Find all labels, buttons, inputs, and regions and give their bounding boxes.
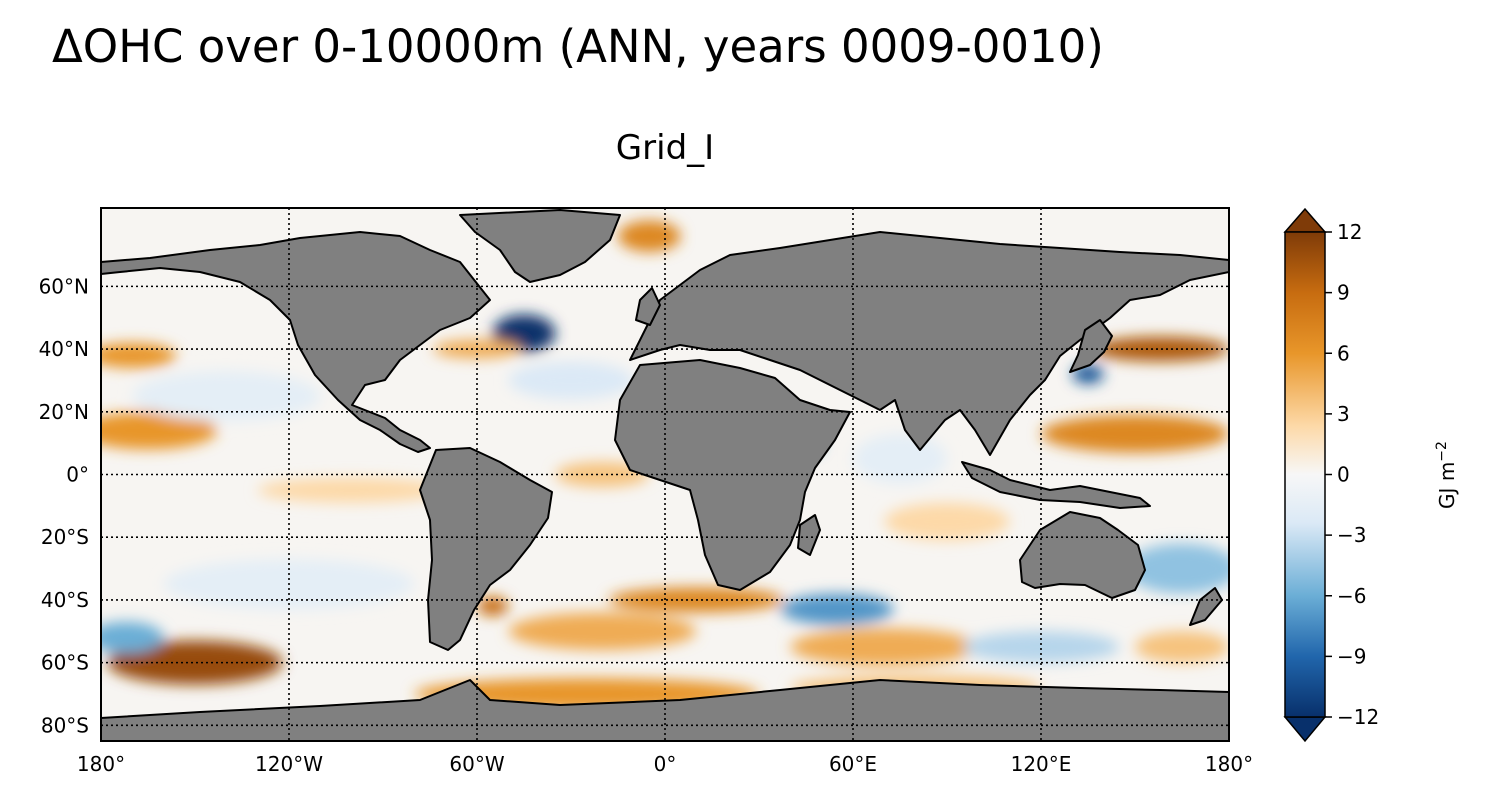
land-british-isles xyxy=(635,287,661,326)
land-new-zealand xyxy=(1189,587,1223,626)
anomaly-blob xyxy=(101,411,217,450)
lat-tick-label: 80°S xyxy=(41,713,89,737)
colorbar-tick-label: 9 xyxy=(1337,281,1350,305)
lat-tick-label: 40°S xyxy=(41,588,89,612)
longitude-axis: 180° 120°W 60°W 0° 60°E 120°E 180° xyxy=(77,752,1253,776)
land-madagascar xyxy=(797,514,821,556)
anomaly-blob xyxy=(780,593,894,625)
anomaly-blob xyxy=(132,371,321,422)
lat-tick-label: 60°S xyxy=(41,651,89,675)
anomaly-blob xyxy=(618,220,681,252)
map-panel: 180° 120°W 60°W 0° 60°E 120°E 180° 60°N 40°N 20°… xyxy=(39,207,1253,776)
colorbar-ticks: 12 9 6 3 0 −3 −6 −9 −12 xyxy=(1325,220,1379,729)
gridlines xyxy=(101,208,1229,741)
anomaly-blob xyxy=(101,621,164,654)
anomaly-blob xyxy=(257,477,446,503)
anomaly-blob xyxy=(1135,631,1229,663)
anomaly-blob xyxy=(477,596,509,616)
land-japan xyxy=(1069,319,1113,373)
lon-tick-label: 180° xyxy=(1205,752,1253,776)
lon-tick-label: 180° xyxy=(77,752,125,776)
land-australia xyxy=(1019,511,1146,599)
lon-tick-label: 120°W xyxy=(255,752,323,776)
lon-tick-label: 60°E xyxy=(829,752,877,776)
anomaly-blob xyxy=(853,433,947,484)
anomaly-blob xyxy=(508,361,634,400)
colorbar-tick-label: 6 xyxy=(1337,341,1350,365)
colorbar-label: GJ m−2 xyxy=(1434,441,1459,509)
anomaly-blob xyxy=(1041,414,1229,453)
colorbar-tick-label: −3 xyxy=(1337,523,1366,547)
colorbar-extend-min xyxy=(1283,716,1327,743)
lon-tick-label: 0° xyxy=(654,752,677,776)
anomaly-blob xyxy=(107,640,283,685)
ohc-anomaly-field xyxy=(101,220,1229,710)
colorbar-tick-label: −12 xyxy=(1337,705,1379,729)
lat-tick-label: 0° xyxy=(66,463,89,487)
land-greenland xyxy=(459,209,621,283)
colorbar-tick-label: 0 xyxy=(1337,463,1350,487)
lat-tick-label: 40°N xyxy=(39,337,89,361)
anomaly-blob xyxy=(1125,543,1229,594)
anomaly-blob xyxy=(508,612,697,651)
colorbar-label-units: GJ m xyxy=(1435,462,1459,509)
figure-suptitle: ΔOHC over 0-10000m (ANN, years 0009-0010… xyxy=(52,20,1104,73)
colorbar: 12 9 6 3 0 −3 −6 −9 −12 GJ m−2 xyxy=(1283,207,1459,743)
colorbar-tick-label: 3 xyxy=(1337,402,1350,426)
anomaly-blob xyxy=(1091,336,1229,362)
lon-tick-label: 120°E xyxy=(1011,752,1072,776)
colorbar-tick-label: 12 xyxy=(1337,220,1362,244)
anomaly-blob xyxy=(790,628,979,666)
land-maritime-continent xyxy=(961,461,1151,509)
land-eurasia xyxy=(629,231,1229,456)
colorbar-body xyxy=(1284,231,1326,718)
anomaly-blob xyxy=(962,631,1120,663)
colorbar-tick-label: −9 xyxy=(1337,644,1366,668)
latitude-axis: 60°N 40°N 20°N 0° 20°S 40°S 60°S 80°S xyxy=(39,274,89,737)
anomaly-blob xyxy=(884,502,1010,541)
map-frame xyxy=(100,207,1230,742)
colorbar-tick-label: −6 xyxy=(1337,584,1366,608)
lat-tick-label: 20°S xyxy=(41,525,89,549)
land-south-america xyxy=(419,447,553,651)
lat-tick-label: 20°N xyxy=(39,400,89,424)
colorbar-extend-max xyxy=(1283,207,1327,233)
lat-tick-label: 60°N xyxy=(39,274,89,298)
panel-title: Grid_I xyxy=(616,128,714,168)
lon-tick-label: 60°W xyxy=(449,752,504,776)
colorbar-label-exponent: −2 xyxy=(1434,441,1450,462)
